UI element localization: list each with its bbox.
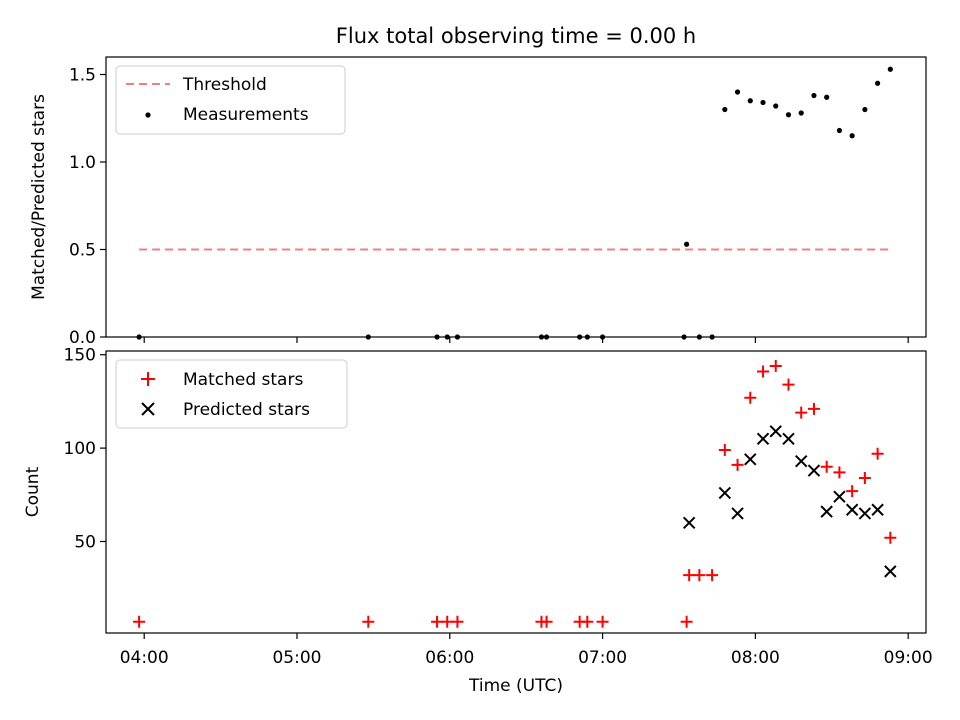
predicted-star-point bbox=[820, 505, 833, 518]
count-legend: Matched stars Predicted stars bbox=[115, 359, 348, 429]
count-y-ticks: 50 100 150 bbox=[64, 346, 106, 552]
measurement-point bbox=[887, 66, 893, 72]
measurement-point bbox=[760, 99, 766, 106]
predicted-star-point bbox=[756, 432, 770, 445]
matched-star-point bbox=[540, 615, 553, 628]
count-y-tick-label: 150 bbox=[64, 346, 96, 366]
chart-title: Flux total observing time = 0.00 h bbox=[336, 24, 696, 48]
ratio-y-ticks: 0.0 0.5 1.0 1.5 bbox=[69, 66, 106, 348]
x-tick-label: 07:00 bbox=[578, 648, 627, 668]
matched-star-point bbox=[833, 466, 846, 479]
ratio-x-ticks bbox=[143, 337, 909, 343]
matched-star-point bbox=[581, 615, 594, 628]
predicted-star-point bbox=[795, 454, 808, 468]
matched-star-point bbox=[731, 458, 744, 471]
matched-star-point bbox=[769, 359, 782, 372]
matched-star-point bbox=[596, 615, 609, 628]
matched-star-point bbox=[431, 615, 444, 628]
ratio-data-layer bbox=[136, 66, 893, 340]
matched-star-point bbox=[683, 569, 696, 582]
measurement-point bbox=[722, 106, 728, 113]
predicted-star-point bbox=[782, 432, 795, 445]
x-axis-label: Time (UTC) bbox=[468, 676, 563, 696]
x-tick-label: 06:00 bbox=[425, 648, 474, 668]
matched-star-point bbox=[441, 615, 454, 628]
measurement-point bbox=[734, 89, 741, 95]
measurement-point bbox=[836, 127, 843, 134]
legend-matched-swatch bbox=[141, 372, 155, 386]
matched-star-point bbox=[680, 615, 693, 628]
ratio-panel: 0.0 0.5 1.0 1.5 Matched/Predicted stars Thr… bbox=[29, 56, 927, 348]
matched-star-point bbox=[718, 443, 731, 456]
count-y-tick-label: 50 bbox=[74, 532, 96, 552]
matched-star-point bbox=[820, 460, 833, 473]
legend-measurements-swatch bbox=[145, 112, 151, 118]
count-y-tick-label: 100 bbox=[64, 439, 96, 459]
ratio-legend-box bbox=[115, 65, 346, 135]
matched-star-point bbox=[133, 615, 146, 628]
ratio-y-axis-label: Matched/Predicted stars bbox=[29, 94, 49, 300]
predicted-star-point bbox=[845, 503, 859, 516]
predicted-star-point bbox=[871, 503, 884, 516]
count-x-ticks: 04:00 05:00 06:00 07:00 08:00 09:00 bbox=[120, 633, 933, 668]
x-tick-label: 05:00 bbox=[272, 648, 321, 668]
measurement-point bbox=[747, 98, 753, 104]
legend-threshold-label: Threshold bbox=[182, 75, 267, 95]
matched-star-point bbox=[858, 471, 871, 484]
predicted-star-point bbox=[718, 486, 732, 500]
matched-star-point bbox=[362, 615, 375, 628]
matched-star-point bbox=[782, 378, 795, 391]
ratio-y-tick-label: 0.5 bbox=[69, 241, 96, 261]
matched-star-point bbox=[871, 447, 884, 460]
predicted-star-point bbox=[682, 516, 696, 530]
measurement-point bbox=[811, 92, 817, 99]
legend-predicted-swatch bbox=[141, 402, 155, 416]
ratio-y-tick-label: 0.0 bbox=[69, 328, 96, 348]
matched-star-point bbox=[846, 485, 859, 498]
predicted-star-point bbox=[858, 507, 872, 520]
count-data-layer bbox=[133, 359, 897, 628]
measurement-point bbox=[875, 80, 881, 86]
predicted-star-point bbox=[744, 453, 757, 466]
ratio-y-tick-label: 1.0 bbox=[69, 153, 96, 173]
matched-star-point bbox=[807, 402, 820, 415]
matched-star-point bbox=[757, 365, 770, 378]
measurement-point bbox=[798, 110, 804, 116]
matched-star-point bbox=[706, 569, 719, 582]
predicted-star-point bbox=[884, 565, 897, 578]
ratio-legend: Threshold Measurements bbox=[115, 65, 346, 135]
predicted-star-point bbox=[731, 507, 744, 520]
measurement-point bbox=[862, 106, 868, 113]
count-plot-frame bbox=[105, 350, 927, 634]
measurement-point bbox=[824, 94, 830, 100]
x-tick-label: 08:00 bbox=[731, 648, 780, 668]
legend-matched-label: Matched stars bbox=[183, 370, 303, 390]
predicted-star-point bbox=[833, 490, 846, 503]
matched-star-point bbox=[693, 569, 706, 582]
matched-star-point bbox=[744, 391, 757, 404]
matched-star-point bbox=[451, 615, 464, 628]
matched-star-point bbox=[884, 531, 897, 544]
ratio-plot-frame bbox=[105, 56, 927, 338]
measurement-point bbox=[684, 241, 690, 247]
predicted-star-point bbox=[769, 425, 782, 438]
predicted-star-point bbox=[807, 464, 821, 477]
x-tick-label: 04:00 bbox=[120, 648, 169, 668]
measurement-point bbox=[773, 103, 779, 109]
matched-star-point bbox=[795, 406, 808, 419]
legend-measurements-label: Measurements bbox=[183, 105, 309, 125]
measurement-point bbox=[785, 112, 792, 118]
x-tick-label: 09:00 bbox=[884, 648, 933, 668]
measurement-point bbox=[849, 133, 855, 139]
legend-predicted-label: Predicted stars bbox=[183, 400, 310, 420]
count-legend-box bbox=[115, 359, 348, 429]
count-y-axis-label: Count bbox=[23, 466, 43, 517]
ratio-y-tick-label: 1.5 bbox=[69, 66, 96, 86]
